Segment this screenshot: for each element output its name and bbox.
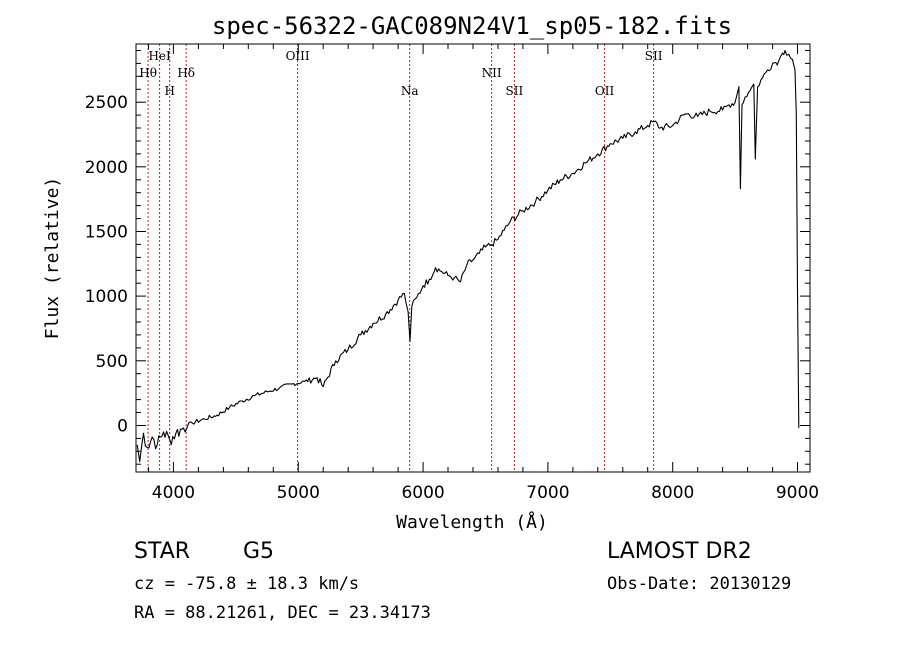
object-subclass: G5 (243, 539, 275, 564)
y-tick-label: 500 (96, 352, 128, 372)
object-class: STAR (134, 539, 191, 564)
spectrum-line (136, 49, 800, 463)
y-axis-label: Flux (relative) (42, 177, 63, 340)
x-tick-label: 5000 (277, 483, 320, 503)
redshift-line: cz = -75.8 ± 18.3 km/s (134, 574, 360, 594)
spectral-line-label: OIII (286, 49, 310, 63)
axis-ticks: 4000 5000 6000 7000 8000 9000 0 500 1000 1500 2000… (85, 44, 819, 503)
spectral-line-label: HeI (148, 49, 171, 63)
spectral-line-label: SII (645, 49, 663, 63)
spectral-line-label: Hθ (139, 66, 157, 80)
y-tick-label: 0 (117, 417, 128, 437)
x-tick-label: 8000 (651, 483, 694, 503)
x-tick-label: 4000 (152, 483, 195, 503)
chart-title: spec-56322-GAC089N24V1_sp05-182.fits (212, 12, 732, 40)
x-axis-label: Wavelength (Å) (396, 511, 548, 533)
spectral-line-label: NII (482, 66, 502, 80)
x-tick-label: 7000 (526, 483, 569, 503)
survey-name: LAMOST DR2 (607, 539, 752, 564)
y-tick-label: 1500 (85, 223, 128, 243)
coords-line: RA = 88.21261, DEC = 23.34173 (134, 603, 431, 623)
y-tick-label: 1000 (85, 287, 128, 307)
obs-date-line: Obs-Date: 20130129 (607, 574, 792, 594)
spectral-line-label: SII (506, 84, 524, 98)
spectral-line-label: Hδ (177, 66, 195, 80)
y-tick-label: 2000 (85, 158, 128, 178)
x-tick-label: 9000 (776, 483, 819, 503)
plot-frame (135, 43, 811, 473)
spectral-line-label: OII (595, 84, 615, 98)
emission-line-markers: Hθ HeI HHδ OIII Na NII SII OII SII (139, 44, 663, 472)
spectral-line-label: H (164, 84, 174, 98)
spectral-line-label: Na (401, 84, 419, 98)
x-tick-label: 6000 (401, 483, 444, 503)
y-tick-label: 2500 (85, 93, 128, 113)
